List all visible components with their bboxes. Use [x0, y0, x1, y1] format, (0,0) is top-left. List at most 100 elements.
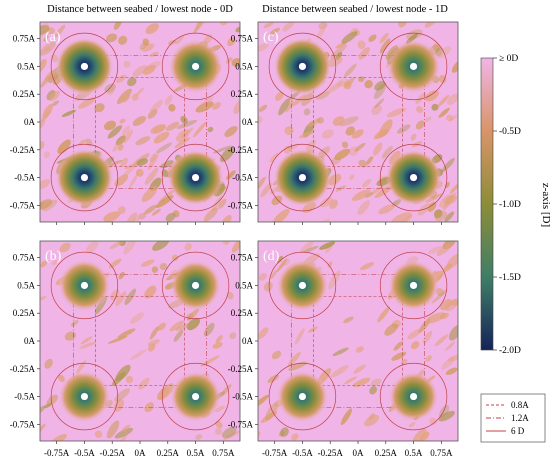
- ripple-mark: [118, 35, 128, 45]
- ripple-mark: [378, 204, 395, 215]
- ripple-mark: [119, 435, 128, 441]
- ripple-mark: [344, 376, 358, 385]
- ripple-mark: [40, 405, 46, 415]
- ripple-mark: [130, 349, 147, 360]
- ripple-mark: [384, 323, 399, 336]
- ripple-mark: [218, 198, 227, 209]
- ripple-mark: [143, 204, 157, 215]
- colorbar-tick-label: -2.0D: [499, 346, 521, 356]
- ripple-mark: [371, 104, 383, 115]
- ripple-mark: [258, 431, 261, 438]
- y-tick-label: -0.75A: [228, 200, 254, 210]
- colorbar-tick-label: -0.5D: [499, 127, 521, 137]
- ripple-mark: [332, 116, 345, 126]
- ripple-mark: [448, 324, 458, 341]
- legend: 0.8A 1.2A 6 D: [486, 400, 529, 436]
- ripple-mark: [135, 168, 144, 177]
- legend-box: [480, 393, 546, 443]
- ripple-mark: [302, 245, 319, 254]
- radius-6D-circle: [161, 32, 230, 101]
- ripple-mark: [132, 115, 147, 126]
- panel-b: (b) 0.75A 0.5A 0.25A 0A -0.25A -0.5A -0.75A -0.7…: [10, 240, 241, 458]
- ripple-mark: [271, 195, 283, 206]
- ripple-mark: [80, 336, 93, 345]
- ripple-mark: [85, 241, 99, 253]
- pile-marker: [191, 173, 200, 182]
- radius-6D-circle: [379, 143, 448, 212]
- ripple-mark: [334, 148, 351, 161]
- pile-marker: [298, 281, 307, 290]
- ripple-mark: [61, 109, 76, 118]
- ripple-mark: [258, 394, 269, 409]
- ripple-mark: [126, 212, 138, 222]
- colorbar-tick-label: ≥ 0D: [499, 54, 518, 64]
- ripple-mark: [364, 414, 380, 427]
- colorbar-axis-label: z-axis [D]: [540, 183, 550, 227]
- ripple-mark: [303, 108, 311, 116]
- ripple-mark: [379, 32, 389, 44]
- ripple-mark: [329, 199, 338, 209]
- ripple-mark: [215, 335, 223, 344]
- ripple-mark: [117, 328, 136, 339]
- panel-d: (d) 0.75A 0.5A 0.25A 0A -0.25A -0.5A -0.75A -0.7…: [228, 240, 459, 458]
- x-tick-label: 0.75A: [430, 448, 453, 458]
- ripple-mark: [57, 139, 71, 154]
- ripple-mark: [203, 207, 219, 222]
- ripple-mark: [330, 364, 349, 378]
- ripple-mark: [169, 320, 185, 332]
- ripple-mark: [362, 179, 372, 188]
- ripple-mark: [155, 195, 174, 208]
- ripple-mark: [271, 350, 282, 360]
- ripple-mark: [427, 201, 437, 212]
- ripple-mark: [115, 291, 127, 307]
- ripple-mark: [318, 22, 328, 30]
- pile-marker: [80, 173, 89, 182]
- ripple-mark: [328, 270, 341, 290]
- ripple-mark: [355, 346, 364, 353]
- ripple-mark: [193, 121, 207, 138]
- ripple-mark: [113, 399, 125, 412]
- ripple-mark: [155, 142, 173, 154]
- ripple-mark: [438, 107, 450, 118]
- ripple-mark: [142, 64, 156, 75]
- ripple-mark: [42, 103, 54, 119]
- ripple-mark: [374, 80, 386, 91]
- ripple-mark: [449, 181, 458, 194]
- colorbar-ticks: ≥ 0D -0.5D -1.0D -1.5D -2.0D: [493, 54, 521, 356]
- ripple-mark: [317, 116, 324, 124]
- ripple-mark: [103, 211, 121, 222]
- ripple-mark: [211, 102, 221, 110]
- ripple-mark: [438, 75, 447, 84]
- ripple-mark: [175, 323, 191, 331]
- reference-square-1.2A: [290, 54, 426, 190]
- x-tick-label: -0.25A: [100, 448, 126, 458]
- ripple-mark: [393, 341, 403, 351]
- ripple-mark: [138, 377, 150, 390]
- ripple-mark: [429, 417, 437, 425]
- ripple-mark: [214, 405, 226, 413]
- reference-square-1.2A: [72, 273, 208, 409]
- ripple-mark: [121, 424, 131, 433]
- ripple-mark: [407, 328, 422, 340]
- ripple-mark: [119, 118, 126, 124]
- ripple-mark: [351, 129, 364, 139]
- ripple-mark: [415, 92, 426, 105]
- ripple-mark: [258, 327, 269, 339]
- ripple-mark: [117, 206, 126, 215]
- x-tick-label: -0.25A: [318, 448, 344, 458]
- ripple-mark: [128, 172, 139, 190]
- ripple-mark: [135, 136, 151, 146]
- y-tick-label: -0.5A: [232, 173, 253, 183]
- ripple-mark: [288, 361, 308, 371]
- ripple-mark: [433, 209, 443, 219]
- ripple-mark: [420, 431, 430, 441]
- ripple-mark: [447, 353, 458, 362]
- ripple-mark: [142, 43, 155, 52]
- x-tick-label: 0.25A: [375, 448, 398, 458]
- ripple-mark: [381, 145, 393, 159]
- ripple-mark: [109, 241, 126, 250]
- ripple-mark: [40, 41, 56, 56]
- pile-marker: [409, 62, 418, 71]
- ripple-mark: [171, 254, 179, 261]
- ripple-mark: [176, 119, 198, 129]
